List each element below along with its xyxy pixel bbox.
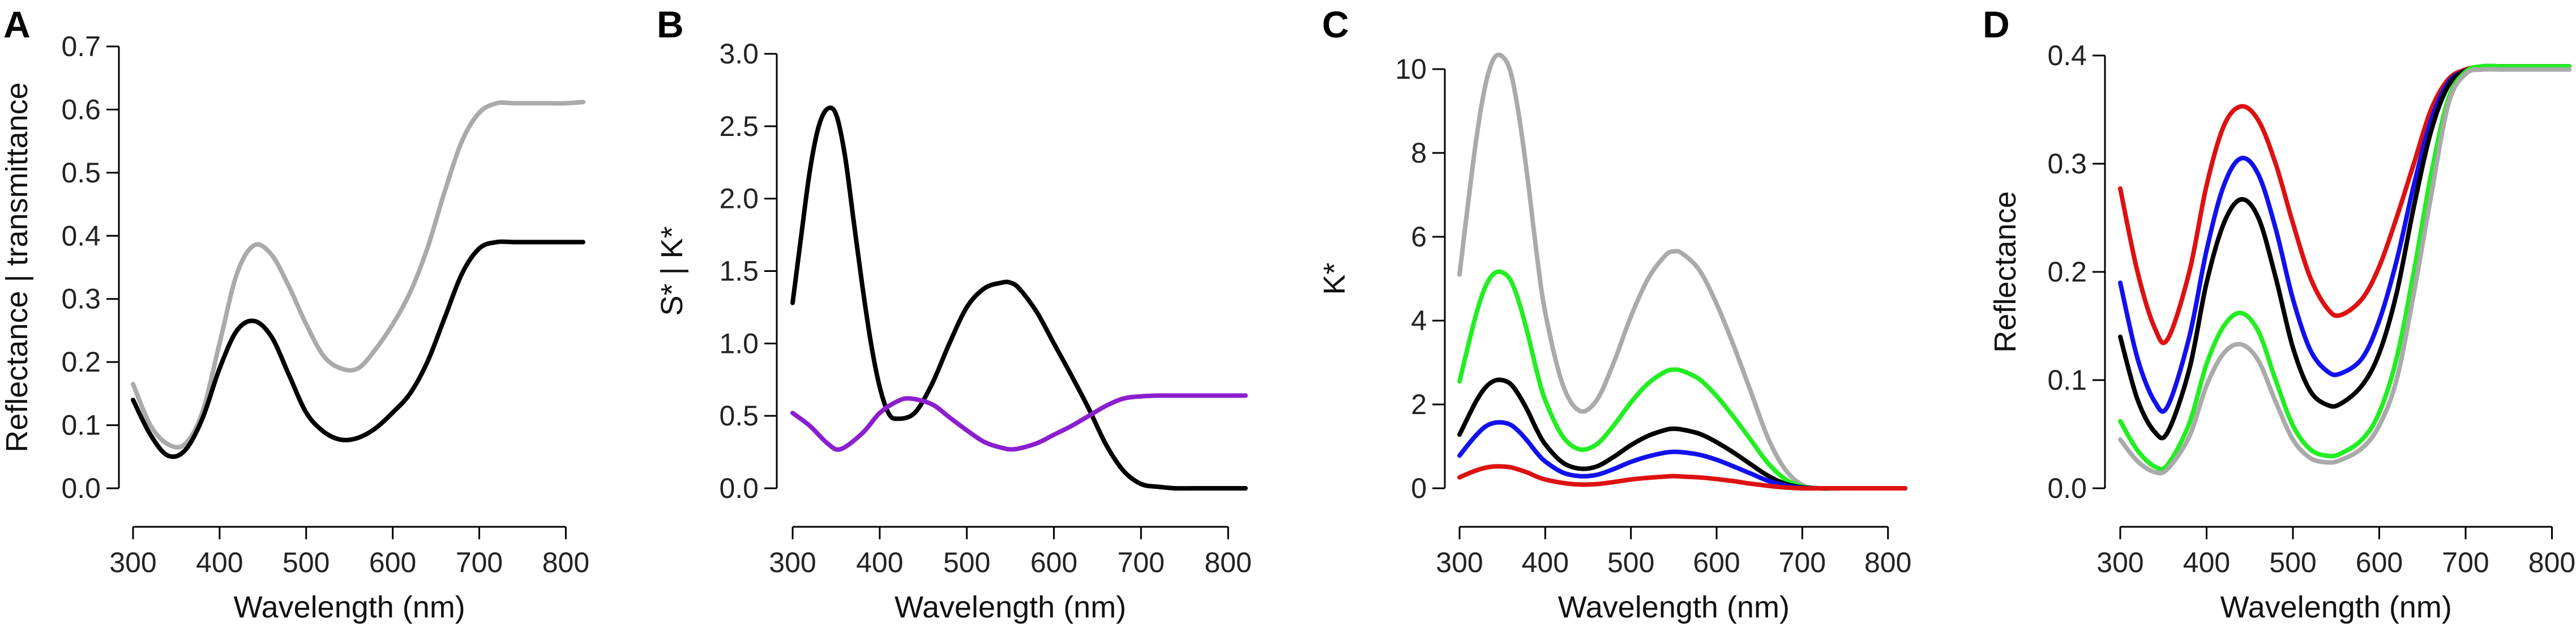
x-tick-label: 500 [1607,547,1654,578]
y-tick-label: 0.1 [2047,364,2087,396]
x-tick-label: 700 [1779,547,1826,578]
y-tick-label: 0.2 [2047,256,2087,288]
x-tick-label: 800 [2528,547,2575,578]
series-line-blue [2118,63,2571,414]
y-tick-label: 0.0 [2047,472,2087,504]
y-tick-label: 0.6 [61,93,101,125]
y-tick-label: 0.3 [2047,148,2087,180]
series-line-green [2118,63,2571,472]
x-tick-label: 400 [196,547,243,578]
x-tick-label: 500 [283,547,330,578]
series-line-gray [2118,67,2571,476]
x-axis-title: Wavelength (nm) [234,590,465,624]
x-tick-label: 600 [369,547,416,578]
series-line-reflectance [131,239,585,459]
x-tick-label: 500 [943,547,990,578]
series-line-red [1457,464,1907,491]
x-tick-label: 600 [2356,547,2403,578]
y-tick-label: 1.5 [719,255,759,287]
x-tick-label: 500 [2269,547,2316,578]
y-tick-label: 4 [1411,305,1427,336]
panel-c: C 0 2 4 6 8 10 300 400 500 600 700 800 Wavelength (nm… [1317,3,1911,624]
y-axis-title: K* [1317,262,1351,295]
series-line-k [790,105,1248,491]
series-line-gray [1457,52,1907,491]
x-tick-label: 300 [109,547,156,578]
x-tick-label: 700 [2442,547,2489,578]
series-line-black [2118,63,2571,441]
y-tick-label: 0 [1411,472,1427,504]
y-tick-label: 3.0 [719,38,759,70]
x-tick-label: 800 [542,547,589,578]
y-tick-label: 0.3 [61,283,101,315]
x-tick-label: 700 [456,547,503,578]
x-tick-label: 600 [1693,547,1740,578]
x-tick-label: 800 [1864,547,1911,578]
panel-letter: C [1322,3,1349,45]
y-tick-label: 0.2 [61,346,101,378]
y-axis-title: S* | K* [655,226,689,316]
series-line-s [790,393,1248,452]
series-line-red [2118,63,2571,346]
y-tick-label: 2 [1411,389,1427,420]
x-axis-title: Wavelength (nm) [895,590,1126,624]
panel-d: D 0.0 0.1 0.2 0.3 0.4 300 400 500 600 700 800 Wavele… [1983,3,2575,624]
panel-letter: D [1983,3,2010,45]
x-tick-label: 400 [2183,547,2230,578]
y-tick-label: 8 [1411,137,1427,169]
y-tick-label: 0.1 [61,410,101,441]
y-axis-title: Reflectance | transmittance [0,82,34,452]
y-axis-title: Reflectance [1988,191,2022,352]
panel-letter: B [657,3,684,45]
y-tick-label: 0.4 [61,220,101,252]
x-tick-label: 400 [856,547,903,578]
x-tick-label: 300 [769,547,816,578]
y-tick-label: 2.0 [719,183,759,215]
y-tick-label: 6 [1411,221,1427,253]
x-tick-label: 300 [1436,547,1483,578]
series-line-transmittance [131,100,585,450]
x-tick-label: 700 [1118,547,1165,578]
panel-a: A 0.0 0.1 0.2 0.3 0.4 0.5 0.6 0.7 300 400 500 600 700… [0,3,589,624]
y-tick-label: 0.0 [61,472,101,504]
y-tick-label: 0.7 [61,31,101,62]
y-tick-label: 2.5 [719,110,759,142]
x-tick-label: 400 [1522,547,1569,578]
y-tick-label: 1.0 [719,327,759,359]
y-tick-label: 0.4 [2047,40,2087,71]
panel-letter: A [3,3,31,45]
y-tick-label: 0.5 [61,157,101,189]
x-axis-title: Wavelength (nm) [2220,590,2452,624]
x-tick-label: 600 [1030,547,1077,578]
y-tick-label: 0.5 [719,400,759,432]
panel-b: B 0.0 0.5 1.0 1.5 2.0 2.5 3.0 300 400 500 600 700 800… [655,3,1252,624]
x-tick-label: 800 [1205,547,1252,578]
y-tick-label: 0.0 [719,472,759,504]
x-axis-title: Wavelength (nm) [1558,590,1790,624]
x-tick-label: 300 [2096,547,2143,578]
series-line-green [1457,269,1907,491]
y-tick-label: 10 [1395,53,1427,85]
